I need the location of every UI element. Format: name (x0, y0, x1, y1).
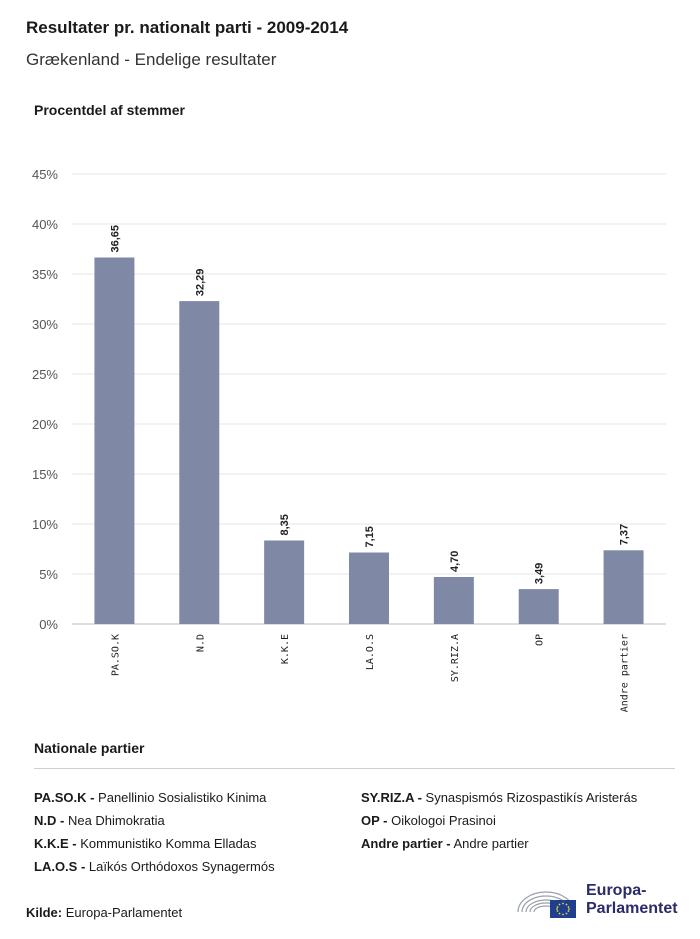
legend-name: Panellinio Sosialistiko Kinima (94, 790, 267, 805)
bar-chart: 0% 5% 10% 15% 20% 25% 30% 35% 40% 45% 36,65 PA.SO.K… (32, 167, 666, 712)
legend-name: Andre partier (450, 836, 529, 851)
source-line: Kilde: Europa-Parlamentet (26, 905, 182, 920)
x-tick-label: LA.O.S (365, 634, 376, 670)
x-tick-label: OP (535, 634, 546, 646)
x-tick-label: K.K.E (280, 634, 291, 664)
source-value: Europa-Parlamentet (65, 905, 183, 920)
legend-name: Synaspismós Rizospastikís Aristerás (421, 790, 638, 805)
legend-item: LA.O.S - Laïkós Orthódoxos Synagermós (34, 855, 275, 878)
y-tick-label: 0% (39, 617, 58, 632)
source-label: Kilde: (26, 905, 63, 920)
europarl-logo[interactable]: Europa- Parlamentet (514, 882, 684, 922)
y-tick-label: 15% (32, 467, 58, 482)
legend-abbr: K.K.E - (34, 836, 77, 851)
bar (603, 550, 644, 624)
bar (433, 577, 474, 624)
legend-name: Kommunistiko Komma Elladas (76, 836, 257, 851)
legend-name: Oikologoi Prasinoi (387, 813, 496, 828)
x-tick-label: PA.SO.K (110, 634, 121, 676)
data-label: 32,29 (194, 269, 206, 297)
legend-divider (34, 768, 675, 769)
data-label: 7,37 (619, 524, 631, 545)
data-label: 7,15 (364, 526, 376, 547)
legend-item: N.D - Nea Dhimokratia (34, 809, 275, 832)
y-tick-label: 5% (39, 567, 58, 582)
y-axis-label: Procentdel af stemmer (34, 102, 185, 118)
legend-name: Laïkós Orthódoxos Synagermós (85, 859, 275, 874)
legend-item: Andre partier - Andre partier (361, 832, 637, 855)
y-tick-label: 45% (32, 167, 58, 182)
y-tick-label: 25% (32, 367, 58, 382)
legend-abbr: Andre partier - (361, 836, 451, 851)
chart-subtitle: Grækenland - Endelige resultater (26, 50, 277, 69)
legend-item: PA.SO.K - Panellinio Sosialistiko Kinima (34, 786, 275, 809)
y-tick-label: 20% (32, 417, 58, 432)
chart-title: Resultater pr. nationalt parti - 2009-20… (26, 18, 349, 37)
legend-abbr: N.D - (34, 813, 65, 828)
legend-title: Nationale partier (34, 740, 145, 756)
legend-name: Nea Dhimokratia (64, 813, 165, 828)
data-label: 4,70 (449, 551, 461, 572)
legend-item: OP - Oikologoi Prasinoi (361, 809, 637, 832)
bar (518, 589, 559, 624)
logo-line-1: Europa- (586, 882, 647, 899)
legend-column-right: SY.RIZ.A - Synaspismós Rizospastikís Ari… (361, 786, 637, 855)
legend-abbr: SY.RIZ.A - (361, 790, 422, 805)
bar (179, 301, 220, 624)
y-tick-label: 30% (32, 317, 58, 332)
logo-line-2: Parlamentet (586, 900, 678, 917)
legend-abbr: PA.SO.K - (34, 790, 95, 805)
legend-abbr: OP - (361, 813, 388, 828)
x-tick-label: SY.RIZ.A (450, 634, 461, 682)
x-tick-label: Andre partier (620, 634, 631, 712)
data-label: 3,49 (534, 563, 546, 584)
legend-item: K.K.E - Kommunistiko Komma Elladas (34, 832, 275, 855)
legend-item: SY.RIZ.A - Synaspismós Rizospastikís Ari… (361, 786, 637, 809)
legend-abbr: LA.O.S - (34, 859, 86, 874)
bar (349, 552, 389, 624)
data-label: 36,65 (109, 225, 121, 253)
x-tick-label: N.D (195, 634, 206, 652)
data-label: 8,35 (279, 514, 291, 535)
legend-column-left: PA.SO.K - Panellinio Sosialistiko Kinima… (34, 786, 275, 878)
y-tick-label: 10% (32, 517, 58, 532)
y-tick-label: 40% (32, 217, 58, 232)
bar (264, 540, 305, 624)
hemicycle-flag-icon (517, 891, 576, 918)
y-tick-label: 35% (32, 267, 58, 282)
bar (94, 257, 135, 624)
logo-wordmark: Europa- Parlamentet (586, 882, 678, 918)
